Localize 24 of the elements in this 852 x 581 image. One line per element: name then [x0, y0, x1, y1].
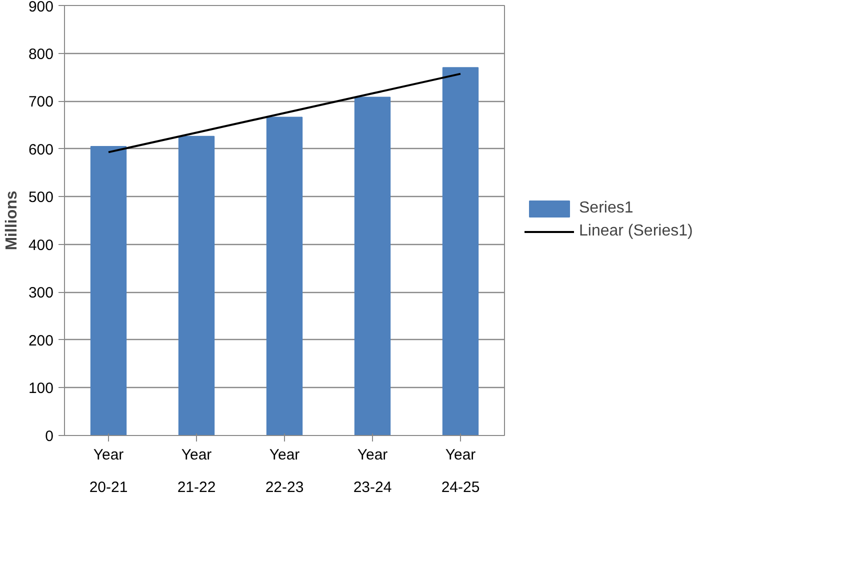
bar [178, 136, 215, 436]
y-tick-label: 400 [28, 236, 54, 254]
y-tick-label: 200 [28, 332, 54, 350]
x-tick-label: Year 23-24 [353, 446, 392, 496]
x-tick-label: Year 21-22 [177, 446, 216, 496]
bar [266, 116, 303, 436]
y-tick-label: 0 [45, 428, 54, 445]
bar [354, 96, 391, 436]
x-tick-label: Year 20-21 [89, 446, 128, 496]
line-series [108, 72, 462, 154]
y-tick-label: 300 [28, 284, 54, 302]
y-tick-label: 900 [28, 0, 54, 16]
y-tick-label: 700 [28, 94, 54, 111]
y-tick-label: 100 [28, 380, 54, 398]
y-tick-label: 600 [28, 141, 54, 158]
legend-label: Series1 [579, 200, 634, 218]
x-tick-label: Year 22-23 [265, 446, 304, 496]
y-tick-label: 500 [28, 189, 54, 206]
y-tick-label: 800 [28, 46, 54, 63]
y-axis-title: Millions [3, 190, 20, 250]
bar [442, 67, 479, 436]
x-tick-label: Year 24-25 [441, 446, 480, 496]
bar [90, 146, 127, 436]
legend-label: Linear (Series1) [579, 222, 693, 240]
